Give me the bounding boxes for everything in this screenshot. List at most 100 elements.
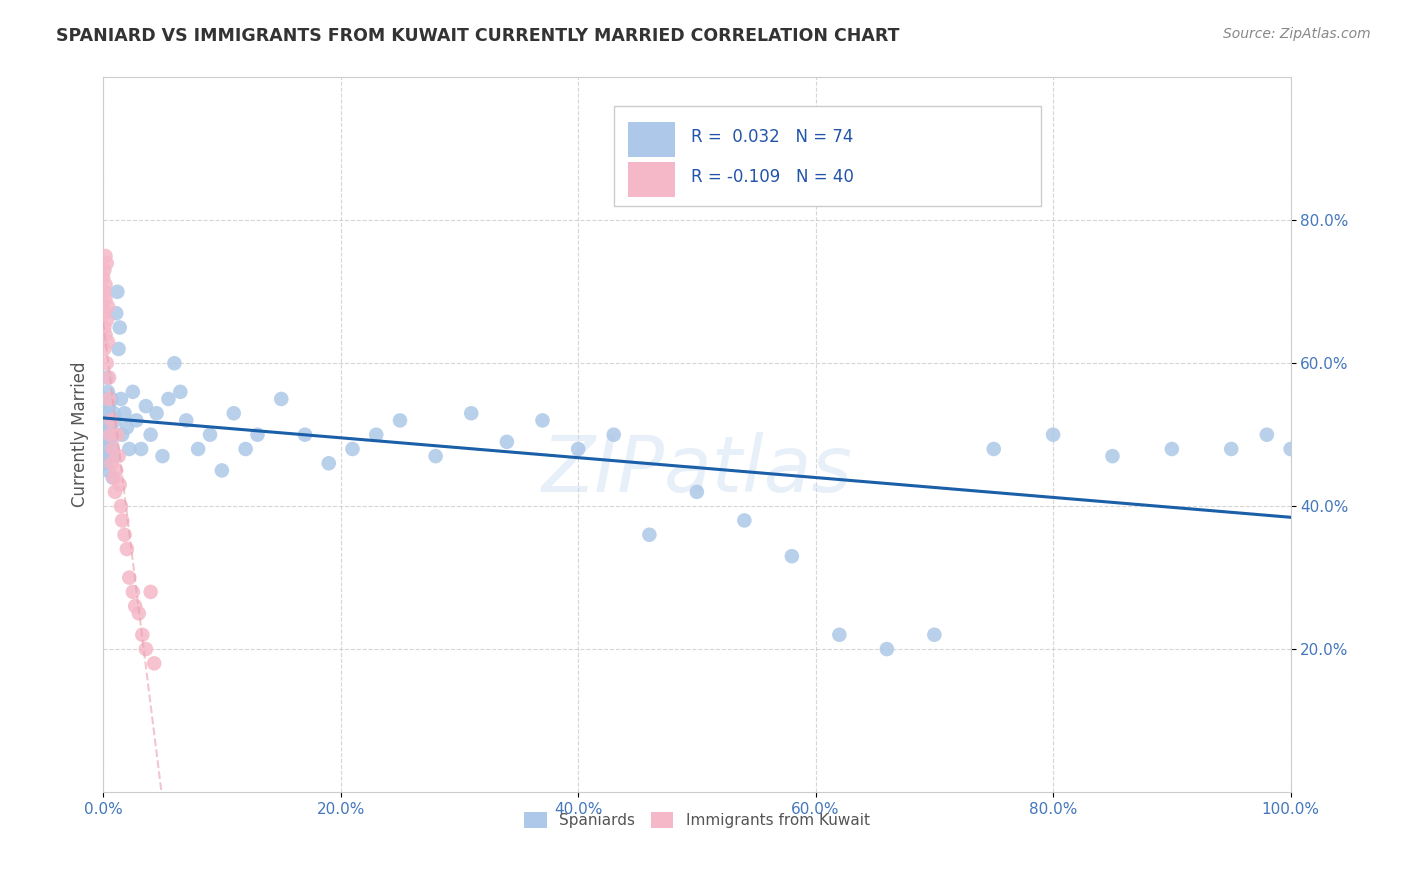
Point	[128, 607, 150, 621]
Point	[100, 442, 122, 456]
Point	[124, 599, 146, 614]
Text: SPANIARD VS IMMIGRANTS FROM KUWAIT CURRENTLY MARRIED CORRELATION CHART: SPANIARD VS IMMIGRANTS FROM KUWAIT CURRE…	[56, 27, 900, 45]
Point	[94, 277, 117, 292]
Point	[1256, 427, 1278, 442]
FancyBboxPatch shape	[614, 106, 1042, 206]
Point	[211, 463, 233, 477]
Point	[1042, 427, 1064, 442]
Point	[98, 434, 121, 449]
Point	[603, 427, 626, 442]
Point	[105, 285, 128, 299]
Point	[105, 463, 128, 477]
Point	[107, 342, 129, 356]
Point	[104, 413, 127, 427]
Point	[96, 256, 118, 270]
Point	[1101, 449, 1123, 463]
Text: ZIPatlas: ZIPatlas	[541, 433, 852, 508]
Point	[94, 456, 117, 470]
Point	[125, 413, 148, 427]
Point	[108, 320, 131, 334]
Point	[91, 270, 114, 285]
Point	[96, 356, 118, 370]
Point	[96, 406, 118, 420]
Point	[97, 384, 120, 399]
Point	[98, 392, 121, 406]
Point	[110, 499, 132, 513]
Point	[983, 442, 1005, 456]
Point	[91, 299, 114, 313]
Point	[104, 484, 127, 499]
Point	[101, 442, 124, 456]
Text: R = -0.109   N = 40: R = -0.109 N = 40	[690, 169, 853, 186]
Point	[318, 456, 340, 470]
Point	[460, 406, 482, 420]
Point	[114, 527, 136, 541]
Point	[531, 413, 554, 427]
Point	[135, 642, 157, 657]
Point	[118, 571, 141, 585]
Point	[98, 449, 121, 463]
Point	[163, 356, 186, 370]
Text: Source: ZipAtlas.com: Source: ZipAtlas.com	[1223, 27, 1371, 41]
Point	[157, 392, 180, 406]
Point	[98, 413, 121, 427]
Point	[107, 449, 129, 463]
Point	[97, 299, 120, 313]
FancyBboxPatch shape	[628, 161, 675, 197]
Point	[94, 292, 117, 306]
Point	[93, 320, 115, 334]
Point	[93, 263, 115, 277]
Point	[567, 442, 589, 456]
Point	[780, 549, 803, 564]
Point	[115, 420, 138, 434]
Point	[129, 442, 152, 456]
Point	[101, 427, 124, 442]
Point	[115, 541, 138, 556]
Point	[152, 449, 174, 463]
Point	[121, 384, 143, 399]
Point	[96, 370, 118, 384]
Point	[131, 628, 153, 642]
Point	[93, 306, 115, 320]
Point	[828, 628, 851, 642]
Point	[100, 413, 122, 427]
Point	[187, 442, 209, 456]
Point	[425, 449, 447, 463]
Point	[98, 420, 121, 434]
Point	[496, 434, 519, 449]
Point	[100, 456, 122, 470]
Point	[924, 628, 946, 642]
Point	[294, 427, 316, 442]
Point	[145, 406, 167, 420]
FancyBboxPatch shape	[628, 121, 675, 158]
Point	[1220, 442, 1243, 456]
Point	[94, 327, 117, 342]
Point	[103, 470, 125, 484]
Point	[110, 392, 132, 406]
Point	[97, 427, 120, 442]
Point	[103, 449, 125, 463]
Legend: Spaniards, Immigrants from Kuwait: Spaniards, Immigrants from Kuwait	[517, 806, 876, 834]
Point	[638, 527, 661, 541]
Point	[98, 370, 121, 384]
Point	[111, 513, 134, 527]
Point	[270, 392, 292, 406]
Point	[139, 585, 162, 599]
Point	[733, 513, 755, 527]
Point	[100, 392, 122, 406]
Y-axis label: Currently Married: Currently Married	[72, 362, 89, 508]
Point	[174, 413, 197, 427]
Point	[97, 463, 120, 477]
Point	[101, 470, 124, 484]
Point	[97, 334, 120, 349]
Point	[118, 442, 141, 456]
Point	[94, 249, 117, 263]
Point	[96, 442, 118, 456]
Point	[105, 427, 128, 442]
Point	[135, 399, 157, 413]
Point	[388, 413, 411, 427]
Point	[222, 406, 245, 420]
Point	[93, 342, 115, 356]
Point	[94, 413, 117, 427]
Point	[169, 384, 191, 399]
